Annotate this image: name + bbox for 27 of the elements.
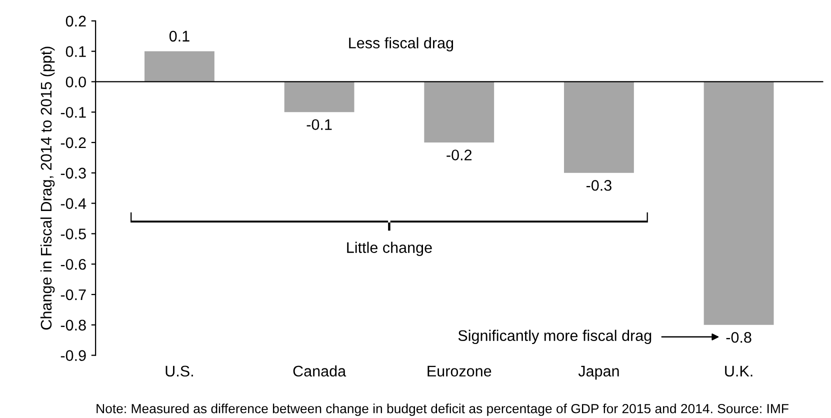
y-tick-label: -0.3 (60, 168, 86, 179)
data-label: -0.3 (586, 180, 612, 191)
y-tick-label: -0.5 (60, 228, 86, 240)
y-axis-title: Change in Fiscal Drag, 2014 to 2015 (ppt) (40, 46, 55, 330)
y-tick-label: -0.6 (60, 258, 86, 270)
x-tick-label: Japan (578, 366, 619, 380)
y-tick-label: -0.1 (60, 106, 86, 118)
x-tick-label: Canada (293, 365, 346, 377)
data-label: 0.1 (169, 30, 190, 42)
annotation: Little change (347, 242, 432, 256)
x-tick-label: U.K. (725, 366, 752, 377)
data-label: -0.8 (726, 332, 752, 343)
x-tick-label: Eurozone (428, 366, 492, 377)
y-tick-label: 0.2 (66, 16, 86, 27)
data-label: -0.2 (446, 150, 472, 160)
annotation: Less fiscal drag (349, 37, 454, 52)
x-tick-label: U.S. (166, 366, 193, 377)
text: Note: Measured as difference between change in budget deficit as percentage of GDP for 2015 and 2014. Source: IMF (96, 404, 788, 416)
data-label: -0.1 (306, 119, 332, 130)
y-tick-label: -0.9 (60, 350, 86, 361)
y-tick-label: -0.4 (60, 198, 86, 209)
y-tick-label: -0.7 (60, 289, 86, 300)
y-tick-label: -0.8 (60, 320, 86, 331)
y-tick-label: -0.2 (60, 137, 86, 148)
annotation: Significantly more fiscal drag (458, 330, 652, 344)
y-tick-label: 0.1 (66, 46, 86, 57)
y-tick-label: 0.0 (66, 76, 86, 88)
